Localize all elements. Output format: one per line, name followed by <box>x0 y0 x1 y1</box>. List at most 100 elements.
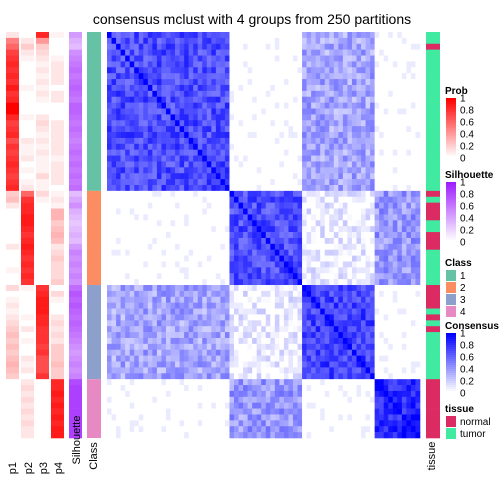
consensus-cell <box>256 173 262 180</box>
consensus-cell <box>410 208 416 215</box>
consensus-cell <box>107 237 112 245</box>
consensus-cell <box>175 267 180 274</box>
prob-cell-p1 <box>6 214 19 221</box>
consensus-cell <box>243 308 248 315</box>
consensus-cell <box>265 90 271 98</box>
prob-cell-p1 <box>6 220 19 227</box>
consensus-cell <box>320 32 326 39</box>
consensus-cell <box>220 355 226 362</box>
consensus-cell <box>161 73 167 80</box>
consensus-cell <box>288 61 294 68</box>
consensus-cell <box>147 190 153 198</box>
consensus-cell <box>270 237 276 245</box>
consensus-cell <box>170 190 176 198</box>
consensus-cell <box>125 61 130 68</box>
consensus-cell <box>356 143 362 150</box>
consensus-cell <box>306 90 312 98</box>
consensus-cell <box>302 349 307 356</box>
consensus-cell <box>315 267 321 274</box>
consensus-cell <box>379 355 385 362</box>
consensus-cell <box>265 102 271 109</box>
prob-cell-p3 <box>36 143 49 150</box>
consensus-cell <box>229 285 235 292</box>
consensus-cell <box>388 67 394 74</box>
consensus-cell <box>107 79 112 86</box>
consensus-cell <box>211 285 217 292</box>
consensus-cell <box>315 249 321 256</box>
consensus-cell <box>410 361 416 368</box>
consensus-cell <box>238 314 244 321</box>
consensus-cell <box>320 214 326 221</box>
consensus-cell <box>193 414 199 421</box>
consensus-cell <box>156 179 162 186</box>
consensus-cell <box>320 385 326 392</box>
consensus-cell <box>397 132 403 139</box>
consensus-cell <box>134 326 140 333</box>
consensus-cell <box>361 396 366 403</box>
consensus-cell <box>188 367 194 374</box>
consensus-cell <box>356 402 362 409</box>
consensus-cell <box>243 108 248 115</box>
consensus-cell <box>129 290 135 298</box>
consensus-cell <box>175 361 180 368</box>
consensus-cell <box>256 202 262 209</box>
consensus-cell <box>338 379 344 386</box>
consensus-cell <box>143 37 149 45</box>
consensus-cell <box>311 385 316 392</box>
consensus-cell <box>356 367 362 374</box>
consensus-cell <box>220 243 226 251</box>
consensus-cell <box>388 96 394 103</box>
consensus-cell <box>247 220 253 227</box>
consensus-cell <box>206 390 212 398</box>
consensus-cell <box>138 285 144 292</box>
consensus-cell <box>374 196 380 203</box>
consensus-cell <box>370 208 375 215</box>
consensus-cell <box>306 337 312 345</box>
consensus-cell <box>111 96 117 103</box>
consensus-cell <box>215 402 221 409</box>
consensus-cell <box>365 385 371 392</box>
consensus-cell <box>179 408 185 415</box>
prob-cell-p2 <box>21 426 34 433</box>
consensus-cell <box>206 190 212 198</box>
consensus-cell <box>147 208 153 215</box>
consensus-cell <box>215 67 221 74</box>
consensus-cell <box>206 79 212 86</box>
consensus-cell <box>379 261 385 268</box>
consensus-cell <box>111 196 117 203</box>
consensus-cell <box>193 355 199 362</box>
consensus-cell <box>383 226 389 233</box>
consensus-cell <box>261 120 267 127</box>
consensus-cell <box>356 255 362 262</box>
consensus-cell <box>347 314 353 321</box>
consensus-cell <box>270 408 276 415</box>
consensus-cell <box>370 202 375 209</box>
consensus-cell <box>338 143 344 150</box>
consensus-cell <box>406 361 412 368</box>
consensus-cell <box>129 167 135 174</box>
consensus-cell <box>410 320 416 327</box>
consensus-cell <box>165 61 171 68</box>
consensus-cell <box>279 349 285 356</box>
consensus-cell <box>143 32 149 39</box>
consensus-cell <box>302 402 307 409</box>
consensus-cell <box>152 61 158 68</box>
consensus-cell <box>243 302 248 309</box>
consensus-cell <box>261 126 267 133</box>
consensus-cell <box>333 320 339 327</box>
consensus-cell <box>116 396 121 403</box>
consensus-cell <box>215 279 221 286</box>
consensus-cell <box>152 290 158 298</box>
consensus-cell <box>288 367 294 374</box>
prob-cell-p3 <box>36 79 49 86</box>
consensus-cell <box>247 96 253 103</box>
consensus-cell <box>315 55 321 62</box>
consensus-cell <box>107 196 112 203</box>
consensus-cell <box>256 320 262 327</box>
consensus-cell <box>134 267 140 274</box>
prob-annotation-columns <box>6 32 64 439</box>
consensus-cell <box>356 43 362 50</box>
consensus-cell <box>333 273 339 280</box>
consensus-cell <box>315 214 321 221</box>
consensus-cell <box>397 79 403 86</box>
